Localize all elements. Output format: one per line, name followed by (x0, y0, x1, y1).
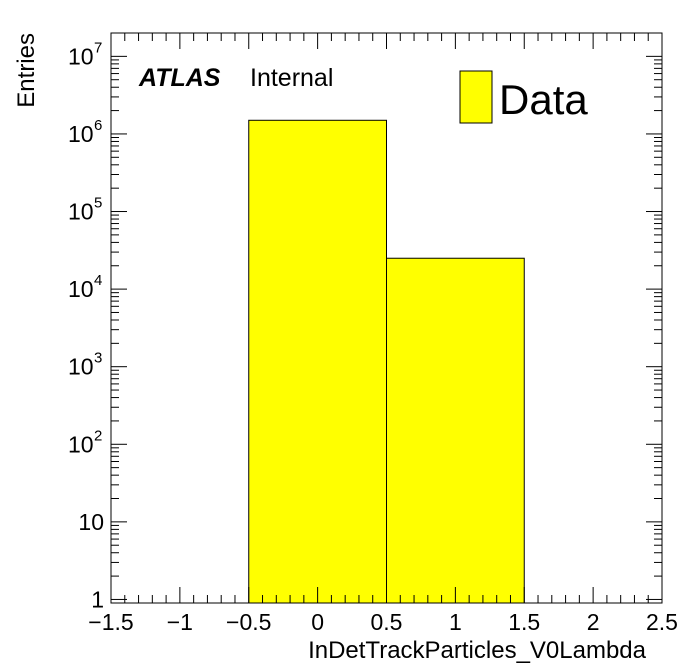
legend-label-data: Data (499, 76, 588, 123)
y-tick-exponent: 4 (94, 272, 102, 289)
y-tick-label: 10 (68, 43, 94, 69)
y-tick-exponent: 5 (94, 195, 102, 212)
y-tick-label: 10 (68, 276, 94, 302)
y-tick-exponent: 2 (94, 427, 102, 444)
y-tick-label: 1 (91, 586, 104, 612)
histogram-bin-1 (387, 258, 525, 603)
x-tick-label: 1 (449, 609, 462, 635)
x-tick-label: −1.5 (88, 609, 133, 635)
x-tick-label: −1 (167, 609, 193, 635)
legend: Data (460, 71, 588, 123)
y-axis-title: Entries (13, 33, 40, 108)
x-tick-label: 0 (311, 609, 324, 635)
y-tick-label: 10 (68, 121, 94, 147)
x-tick-label: −0.5 (226, 609, 271, 635)
atlas-label: ATLAS (138, 64, 221, 92)
y-tick-label: 10 (68, 354, 94, 380)
y-tick-label: 10 (78, 509, 104, 535)
internal-label: Internal (250, 64, 333, 92)
y-tick-exponent: 7 (94, 39, 102, 56)
y-tick-label: 10 (68, 431, 94, 457)
x-axis-title: InDetTrackParticles_V0Lambda (308, 637, 647, 664)
x-tick-label: 2 (587, 609, 600, 635)
x-tick-labels: −1.5 −1 −0.5 0 0.5 1 1.5 2 2.5 (88, 609, 678, 635)
legend-swatch-data (460, 71, 492, 123)
y-tick-exponent: 3 (94, 350, 102, 367)
y-tick-label: 10 (68, 199, 94, 225)
x-tick-label: 0.5 (371, 609, 403, 635)
x-tick-label: 2.5 (646, 609, 678, 635)
y-tick-exponent: 6 (94, 117, 102, 134)
histogram-bin-0 (249, 120, 387, 603)
histogram-bars (249, 120, 525, 603)
x-tick-label: 1.5 (508, 609, 540, 635)
